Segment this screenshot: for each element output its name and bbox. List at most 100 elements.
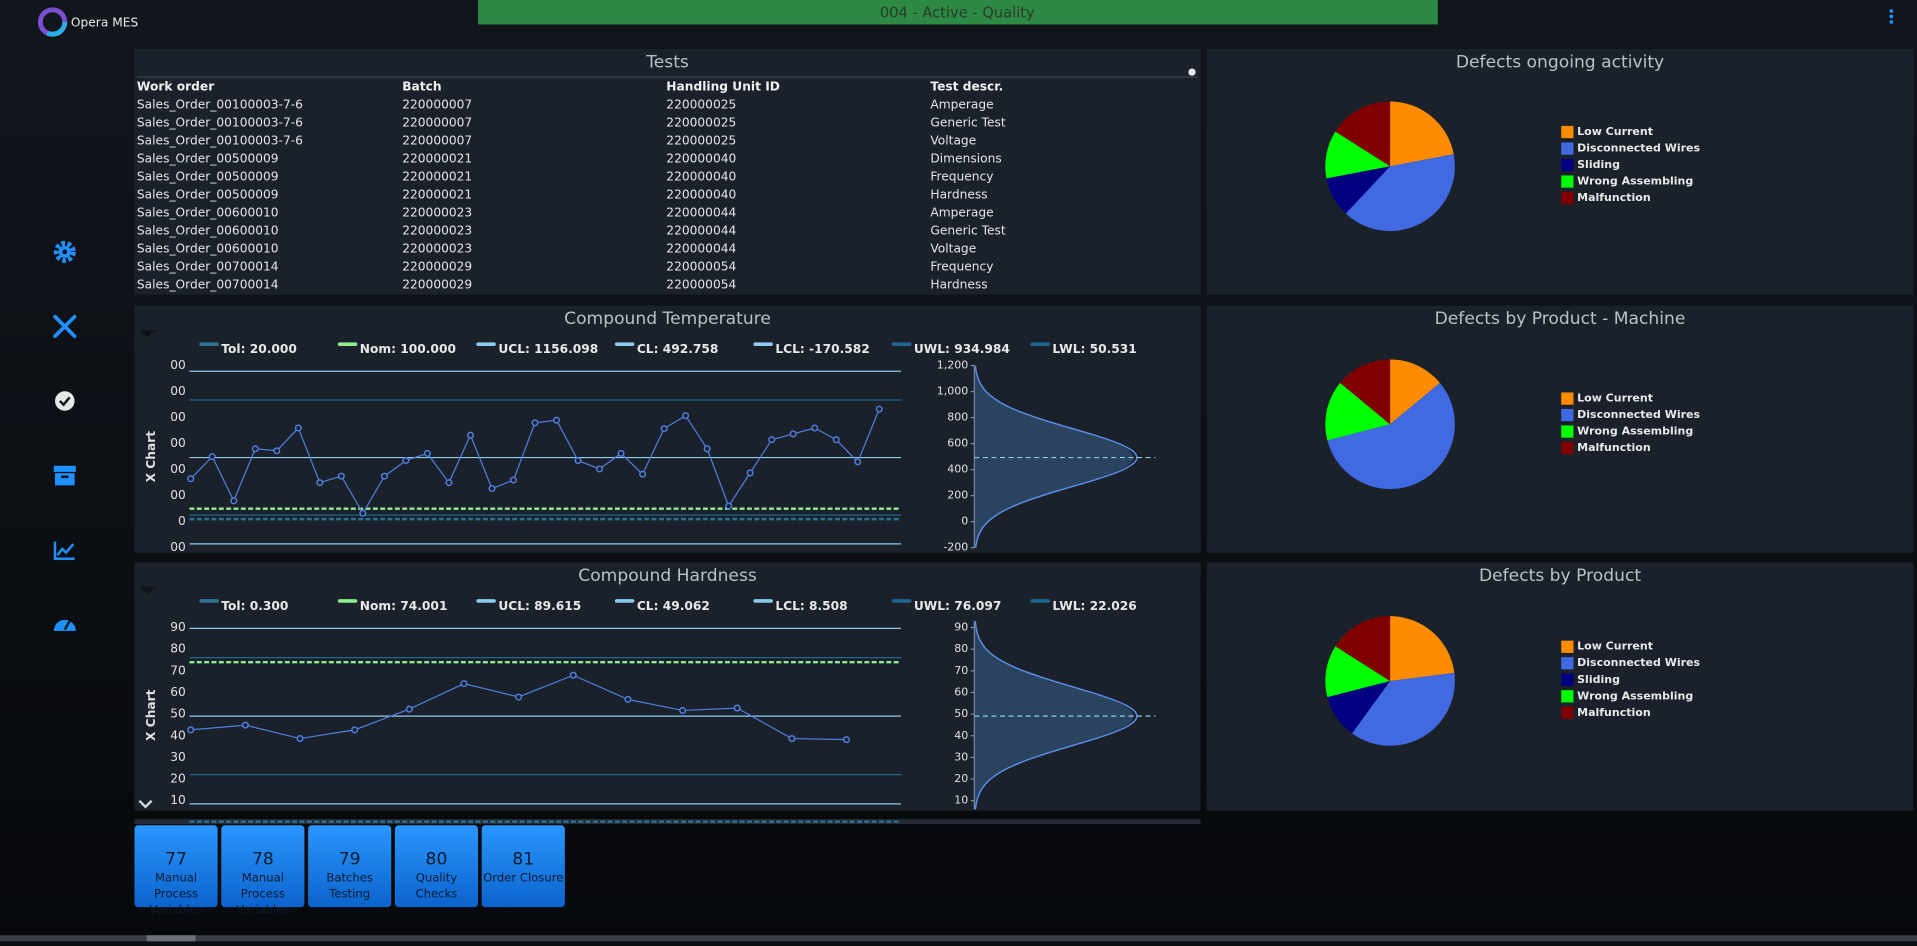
legend-label: Tol: 20.000 bbox=[221, 342, 297, 356]
table-cell: Amperage bbox=[930, 205, 993, 219]
legend-swatch bbox=[1561, 690, 1574, 703]
table-cell: 220000054 bbox=[666, 277, 736, 291]
y-tick-label: 10 bbox=[170, 793, 186, 807]
data-point bbox=[380, 472, 388, 480]
nav-button[interactable]: 77 Manual Process Variables bbox=[134, 825, 218, 917]
button-label: Manual Process Variables bbox=[149, 871, 203, 917]
legend-swatch bbox=[1561, 142, 1574, 155]
chart-panel bbox=[1206, 48, 1914, 295]
button-number: 78 bbox=[251, 849, 274, 870]
data-point bbox=[703, 445, 711, 453]
legend-label: Nom: 74.001 bbox=[360, 599, 448, 613]
pie-slice bbox=[1326, 166, 1391, 214]
nav-button[interactable]: 79 Batches Testing bbox=[308, 825, 392, 908]
table-cell: Sales_Order_00700014 bbox=[137, 259, 279, 273]
legend-swatch bbox=[1561, 706, 1574, 719]
chart-panel bbox=[1206, 305, 1914, 553]
legend-label: Malfunction bbox=[1577, 191, 1651, 204]
y-tick-label: 800 bbox=[163, 410, 186, 424]
data-point bbox=[875, 405, 883, 413]
legend-swatch bbox=[1030, 342, 1050, 346]
column-header: Test descr. bbox=[930, 79, 1003, 93]
table-cell: Voltage bbox=[930, 134, 976, 148]
table-cell: 220000029 bbox=[402, 277, 472, 291]
legend-label: Disconnected Wires bbox=[1577, 656, 1700, 669]
table-cell: Dimensions bbox=[930, 152, 1001, 166]
check-icon[interactable] bbox=[55, 391, 75, 411]
nav-button[interactable]: 81 Order Closure bbox=[481, 825, 565, 908]
pie-slice bbox=[1345, 154, 1455, 232]
legend-label: UWL: 76.097 bbox=[914, 599, 1001, 613]
table-cell: Sales_Order_00500009 bbox=[137, 188, 279, 202]
legend-label: LWL: 50.531 bbox=[1052, 342, 1136, 356]
y-tick-label: 1,000 bbox=[151, 384, 186, 398]
data-point bbox=[466, 431, 474, 439]
y-tick-label: 50 bbox=[170, 707, 186, 721]
collapse-icon[interactable] bbox=[1188, 68, 1196, 76]
legend-swatch bbox=[614, 342, 635, 346]
data-point bbox=[488, 484, 496, 493]
data-point bbox=[187, 726, 195, 734]
scroll-thumb[interactable] bbox=[146, 935, 196, 942]
data-point bbox=[639, 470, 647, 478]
data-point bbox=[725, 502, 733, 510]
histogram-curve bbox=[974, 365, 1138, 548]
data-point bbox=[788, 735, 796, 743]
chart-title: Compound Temperature bbox=[564, 309, 771, 329]
legend-label: UCL: 1156.098 bbox=[498, 342, 598, 356]
data-point bbox=[733, 704, 741, 712]
table-cell: Sales_Order_00100003-7-6 bbox=[137, 134, 303, 148]
chart-title: Defects ongoing activity bbox=[1456, 52, 1664, 72]
table-cell: Voltage bbox=[930, 241, 976, 255]
pie-slice bbox=[1325, 646, 1391, 698]
legend-swatch bbox=[891, 599, 912, 603]
menu-button[interactable] bbox=[1889, 9, 1894, 24]
nav-button[interactable]: 80 Quality Checks bbox=[394, 825, 479, 908]
expand-icon[interactable] bbox=[138, 799, 153, 809]
table-cell: 220000029 bbox=[402, 259, 472, 273]
data-point bbox=[789, 430, 797, 438]
legend-label: CL: 492.758 bbox=[637, 342, 719, 356]
legend-swatch bbox=[1561, 441, 1574, 455]
legend-swatch bbox=[1561, 640, 1574, 653]
hist-tick-label: 30 bbox=[954, 750, 968, 763]
table-cell: 220000021 bbox=[402, 152, 472, 166]
data-point bbox=[509, 476, 518, 484]
gauge-icon[interactable] bbox=[53, 619, 76, 631]
chart-panel bbox=[134, 562, 1201, 811]
box-icon[interactable] bbox=[53, 465, 76, 486]
settings-icon[interactable] bbox=[53, 240, 76, 263]
tools-icon[interactable] bbox=[53, 314, 77, 339]
button-number: 79 bbox=[338, 849, 361, 870]
legend-label: Low Current bbox=[1577, 392, 1653, 405]
data-point bbox=[296, 735, 304, 743]
hist-tick-label: 10 bbox=[954, 794, 968, 807]
data-point bbox=[230, 497, 238, 505]
table-cell: Sales_Order_00600010 bbox=[137, 223, 279, 237]
y-tick-label: 1,200 bbox=[151, 358, 186, 372]
pie-slice bbox=[1390, 359, 1441, 425]
legend-label: Sliding bbox=[1577, 673, 1620, 686]
data-point bbox=[294, 424, 302, 432]
nav-button[interactable]: 78 Manual Process Variables bbox=[221, 825, 305, 917]
legend-label: Malfunction bbox=[1577, 441, 1651, 454]
pie-slice bbox=[1390, 101, 1454, 167]
legend-label: Low Current bbox=[1577, 125, 1653, 138]
trend-icon[interactable] bbox=[53, 541, 75, 560]
table-cell: Generic Test bbox=[930, 116, 1006, 130]
data-point bbox=[552, 416, 561, 424]
logo[interactable]: Opera MES bbox=[37, 7, 138, 37]
data-point bbox=[832, 436, 840, 444]
data-point bbox=[842, 736, 851, 744]
y-tick-label: -200 bbox=[158, 540, 186, 554]
data-point bbox=[405, 705, 413, 713]
pie-slice bbox=[1390, 616, 1455, 681]
table-cell: Frequency bbox=[930, 259, 993, 273]
legend-label: Sliding bbox=[1577, 158, 1620, 171]
pie-slice bbox=[1327, 680, 1391, 734]
pie-slice bbox=[1335, 101, 1391, 167]
y-tick-label: 400 bbox=[163, 462, 186, 476]
y-tick-label: 30 bbox=[170, 750, 186, 764]
chart-title: Defects by Product - Machine bbox=[1435, 309, 1686, 329]
